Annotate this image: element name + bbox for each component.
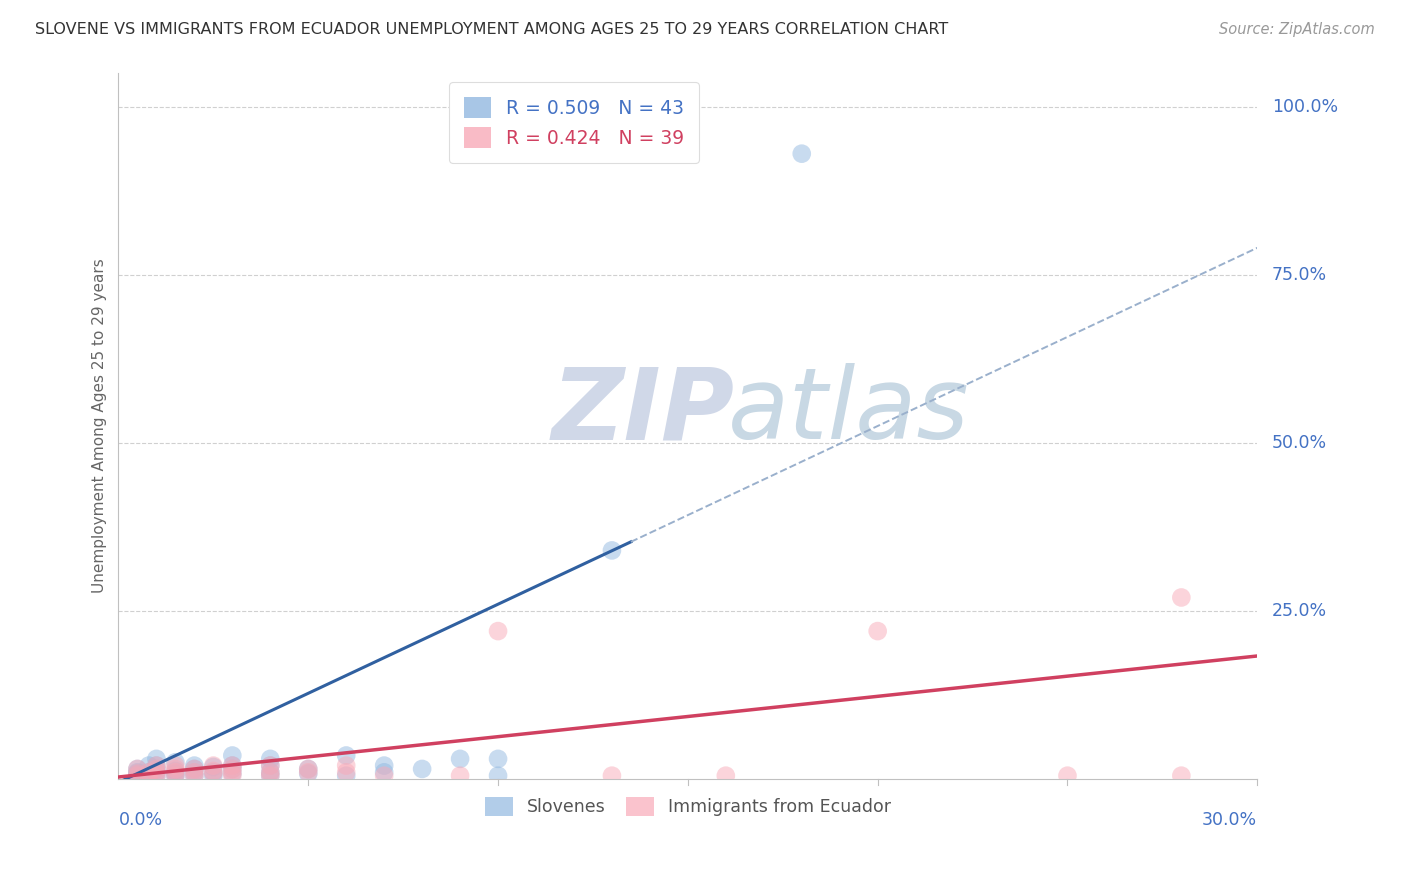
Point (183, 762, 205, 776)
Point (866, 624, 889, 639)
Point (165, 756, 187, 770)
Point (259, 752, 281, 766)
Point (297, 765, 319, 780)
Point (221, 762, 243, 776)
Point (165, 766, 187, 780)
Point (202, 760, 225, 774)
Point (138, 765, 160, 780)
Text: atlas: atlas (728, 363, 969, 460)
Point (259, 769, 281, 783)
Point (221, 762, 243, 776)
Point (335, 769, 357, 783)
Text: SLOVENE VS IMMIGRANTS FROM ECUADOR UNEMPLOYMENT AMONG AGES 25 TO 29 YEARS CORREL: SLOVENE VS IMMIGRANTS FROM ECUADOR UNEMP… (35, 22, 949, 37)
Text: ZIP: ZIP (551, 363, 734, 460)
Point (127, 762, 149, 776)
Point (297, 762, 319, 776)
Point (138, 769, 160, 783)
Text: 30.0%: 30.0% (1202, 811, 1257, 829)
Point (449, 752, 471, 766)
Point (145, 769, 167, 783)
Point (202, 758, 225, 772)
Point (1170, 769, 1192, 783)
Point (202, 766, 225, 780)
Y-axis label: Unemployment Among Ages 25 to 29 years: Unemployment Among Ages 25 to 29 years (93, 259, 107, 593)
Point (127, 769, 149, 783)
Text: 0.0%: 0.0% (118, 811, 163, 829)
Point (449, 769, 471, 783)
Point (127, 766, 149, 780)
Point (145, 765, 167, 780)
Point (202, 769, 225, 783)
Point (127, 769, 149, 783)
Text: Source: ZipAtlas.com: Source: ZipAtlas.com (1219, 22, 1375, 37)
Point (165, 758, 187, 772)
Point (259, 765, 281, 780)
Point (790, 146, 813, 161)
Point (165, 764, 187, 778)
Point (165, 765, 187, 780)
Point (486, 752, 509, 766)
Point (145, 758, 167, 772)
Point (600, 543, 623, 558)
Text: 75.0%: 75.0% (1272, 266, 1327, 284)
Point (183, 769, 205, 783)
Text: 50.0%: 50.0% (1272, 434, 1327, 452)
Text: 25.0%: 25.0% (1272, 602, 1327, 620)
Point (165, 762, 187, 776)
Point (221, 758, 243, 772)
Point (297, 762, 319, 776)
Point (411, 762, 433, 776)
Point (183, 765, 205, 780)
Point (202, 764, 225, 778)
Point (486, 624, 509, 639)
Point (165, 769, 187, 783)
Legend: Slovenes, Immigrants from Ecuador: Slovenes, Immigrants from Ecuador (478, 790, 898, 823)
Point (145, 762, 167, 776)
Point (183, 769, 205, 783)
Point (183, 765, 205, 780)
Point (138, 758, 160, 772)
Point (486, 769, 509, 783)
Point (221, 765, 243, 780)
Point (138, 769, 160, 783)
Point (127, 766, 149, 780)
Point (297, 766, 319, 780)
Point (259, 769, 281, 783)
Point (165, 769, 187, 783)
Point (145, 765, 167, 780)
Point (127, 762, 149, 776)
Point (1056, 769, 1078, 783)
Point (183, 762, 205, 776)
Point (138, 765, 160, 780)
Point (145, 752, 167, 766)
Point (1170, 591, 1192, 605)
Point (259, 765, 281, 780)
Point (145, 762, 167, 776)
Point (373, 769, 395, 783)
Point (183, 758, 205, 772)
Point (221, 758, 243, 772)
Point (335, 748, 357, 763)
Point (221, 766, 243, 780)
Text: 100.0%: 100.0% (1272, 97, 1339, 116)
Point (335, 765, 357, 780)
Point (373, 758, 395, 772)
Point (714, 769, 737, 783)
Point (259, 758, 281, 772)
Point (373, 765, 395, 780)
Point (202, 765, 225, 780)
Point (127, 765, 149, 780)
Point (145, 758, 167, 772)
Point (259, 758, 281, 772)
Point (145, 769, 167, 783)
Point (335, 758, 357, 772)
Point (600, 769, 623, 783)
Point (221, 769, 243, 783)
Point (221, 748, 243, 763)
